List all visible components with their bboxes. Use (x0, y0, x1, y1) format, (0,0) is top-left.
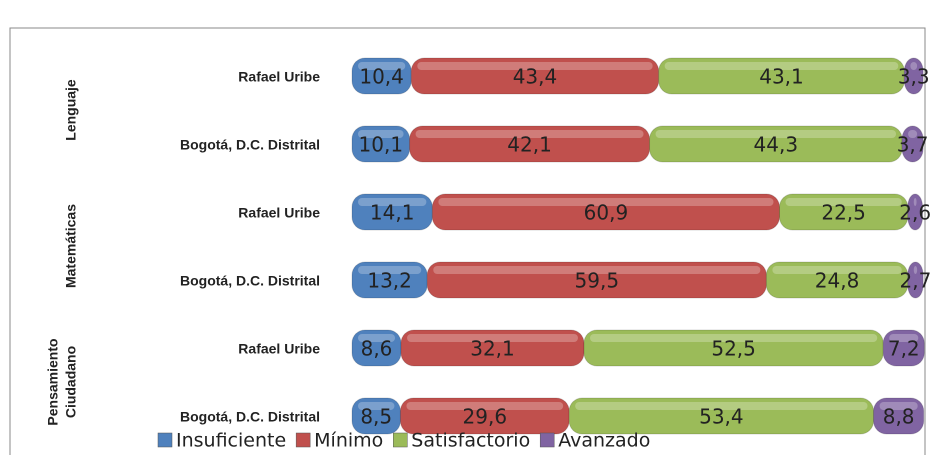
category-label: Rafael Uribe (238, 205, 320, 221)
legend-swatch (295, 432, 311, 448)
value-label: 13,2 (367, 269, 412, 293)
bar-highlight (358, 402, 395, 410)
legend-swatch (539, 432, 555, 448)
value-label: 22,5 (821, 201, 866, 225)
value-label: 2,7 (900, 269, 932, 293)
bar-highlight (358, 266, 422, 274)
bar-highlight (655, 130, 897, 138)
value-label: 10,1 (359, 133, 404, 157)
value-label: 29,6 (463, 405, 508, 429)
legend-swatch (393, 432, 408, 448)
value-label: 43,1 (759, 65, 804, 89)
value-label: 8,6 (361, 337, 393, 361)
value-label: 53,4 (699, 405, 744, 429)
bar-highlight (358, 130, 404, 138)
bar-highlight (358, 334, 396, 342)
legend-label: Avanzado (558, 430, 650, 452)
value-label: 3,3 (898, 65, 930, 89)
value-label: 44,3 (754, 133, 799, 157)
bar-highlight (407, 334, 578, 342)
value-label: 7,2 (888, 337, 920, 361)
group-label: Pensamiento (45, 338, 61, 425)
bar-highlight (358, 198, 427, 206)
value-label: 42,1 (507, 133, 552, 157)
bar-highlight (406, 402, 564, 410)
value-label: 52,5 (711, 337, 756, 361)
category-label: Rafael Uribe (238, 341, 320, 357)
bar-segment (873, 397, 925, 435)
legend-label: Mínimo (314, 430, 383, 452)
value-label: 2,6 (899, 201, 931, 225)
bar-highlight (910, 62, 918, 70)
bar-highlight (575, 402, 868, 410)
bar-highlight (664, 62, 899, 70)
category-label: Bogotá, D.C. Distrital (180, 137, 320, 153)
bar-highlight (785, 198, 902, 206)
group-label: Matemáticas (63, 204, 79, 288)
value-label: 14,1 (370, 201, 415, 225)
bar-highlight (358, 62, 406, 70)
legend-label: Insuficiente (176, 430, 286, 452)
legend-swatch (157, 432, 173, 448)
value-label: 32,1 (470, 337, 515, 361)
category-label: Rafael Uribe (238, 69, 320, 85)
bar-highlight (433, 266, 761, 274)
value-label: 60,9 (584, 201, 629, 225)
value-label: 3,7 (897, 133, 929, 157)
bar-highlight (913, 198, 917, 206)
value-label: 8,5 (360, 405, 392, 429)
bar-segment (907, 193, 924, 231)
category-label: Bogotá, D.C. Distrital (180, 273, 320, 289)
value-label: 59,5 (575, 269, 620, 293)
bar-segment (882, 329, 925, 367)
bar-highlight (913, 266, 918, 274)
bar-highlight (889, 334, 919, 342)
group-label: Lenguaje (63, 79, 79, 141)
value-label: 10,4 (359, 65, 404, 89)
value-label: 8,8 (883, 405, 915, 429)
bar-highlight (589, 334, 878, 342)
chart-frame (9, 27, 926, 455)
bar-highlight (879, 402, 918, 410)
bar-highlight (772, 266, 902, 274)
bar-segment (901, 125, 924, 163)
bar-highlight (417, 62, 653, 70)
bar-highlight (415, 130, 644, 138)
category-label: Bogotá, D.C. Distrital (180, 409, 320, 425)
bar-highlight (908, 130, 918, 138)
value-label: 43,4 (513, 65, 558, 89)
group-label: Ciudadano (63, 346, 79, 418)
bar-segment (903, 57, 924, 95)
value-label: 24,8 (815, 269, 860, 293)
bar-segment (658, 57, 905, 95)
legend-label: Satisfactorio (411, 430, 530, 452)
bar-highlight (438, 198, 774, 206)
bar-segment (907, 261, 924, 299)
